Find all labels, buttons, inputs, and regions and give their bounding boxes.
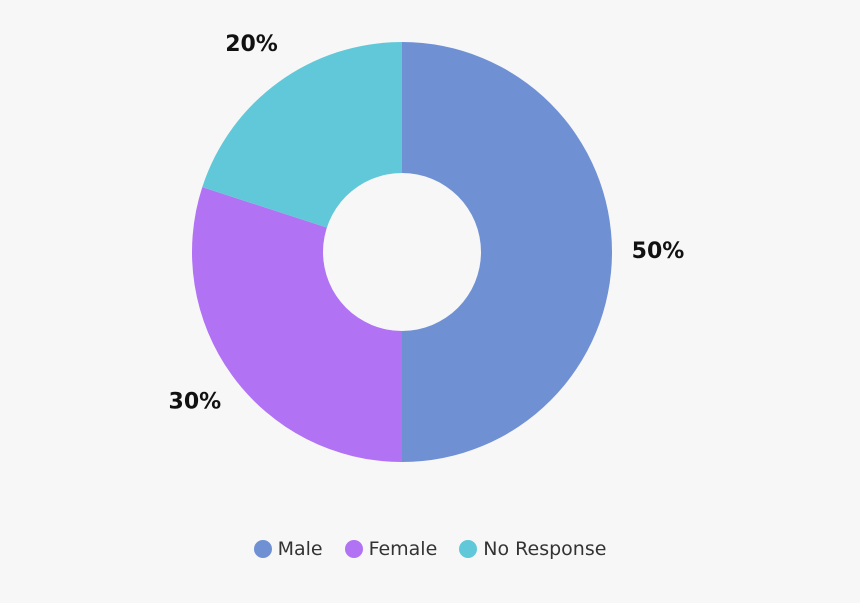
legend-item-no-response: No Response: [459, 538, 606, 560]
legend-label-female: Female: [368, 538, 438, 560]
donut-hole: [323, 173, 481, 331]
legend-swatch-no-response: [459, 540, 478, 558]
legend-swatch-female: [344, 540, 363, 558]
data-label-no-response: 20%: [225, 32, 278, 57]
donut-data-labels: 50% 30% 20%: [169, 32, 685, 415]
legend-label-male: Male: [277, 538, 323, 560]
chart-legend: Male Female No Response: [0, 538, 860, 560]
slice-male: [402, 42, 612, 462]
data-label-female: 30%: [169, 389, 222, 414]
legend-item-female: Female: [344, 538, 438, 560]
legend-swatch-male: [253, 540, 272, 558]
data-label-male: 50%: [632, 239, 685, 264]
legend-label-no-response: No Response: [483, 538, 607, 560]
legend-item-male: Male: [253, 538, 323, 560]
